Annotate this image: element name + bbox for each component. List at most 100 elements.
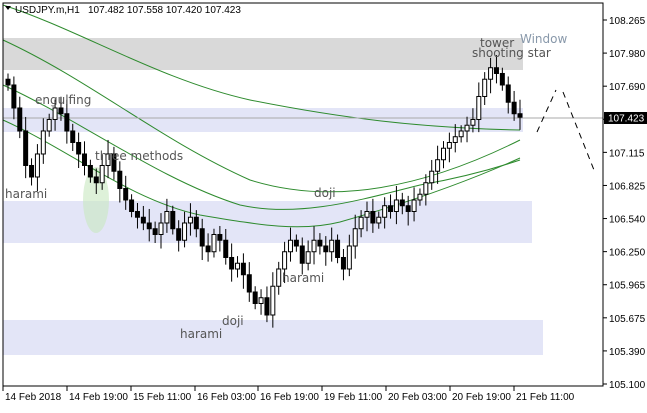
price-tick-label: 106.540 — [609, 215, 646, 226]
candle-body — [446, 141, 452, 149]
candle-body — [376, 216, 382, 224]
candle-body — [76, 141, 82, 155]
candle-body — [240, 262, 246, 276]
candle-body — [158, 222, 164, 235]
candle-body — [5, 78, 11, 86]
time-tick-label: 15 Feb 11:00 — [133, 392, 192, 403]
candle-body — [511, 101, 517, 115]
candle-body — [235, 262, 241, 270]
time-tick-label: 14 Feb 19:00 — [69, 392, 128, 403]
candle-body — [176, 228, 182, 241]
price-tick-label: 107.980 — [609, 49, 646, 60]
time-tick-label: 20 Feb 03:00 — [388, 392, 447, 403]
candle-body — [329, 239, 335, 253]
candle-body — [34, 153, 40, 178]
candle-body — [205, 245, 211, 253]
candle-body — [276, 268, 282, 287]
candle-body — [99, 164, 105, 184]
candle-body — [335, 239, 341, 258]
candle-body — [264, 297, 270, 316]
projection-lines — [536, 89, 595, 171]
candle-body — [58, 107, 64, 115]
candle-body — [29, 164, 35, 178]
candle-body — [299, 245, 305, 264]
candle-body — [405, 205, 411, 212]
candle-body — [123, 187, 129, 201]
candle-body — [417, 193, 423, 201]
candle-body — [146, 222, 152, 230]
annotation-doji-mid: doji — [314, 186, 336, 200]
candle-body — [452, 136, 458, 143]
candle-body — [23, 130, 29, 166]
candle-body — [134, 210, 140, 218]
annotation-tower: tower — [480, 36, 514, 50]
candle-body — [282, 251, 288, 270]
candle-body — [117, 170, 123, 189]
time-tick-label: 16 Feb 19:00 — [260, 392, 319, 403]
annotation-harami-bottom: harami — [180, 327, 222, 341]
candle-body — [423, 182, 429, 195]
candle-body — [11, 84, 17, 109]
candle-body — [129, 199, 135, 212]
candle-body — [382, 205, 388, 218]
candle-body — [476, 95, 482, 120]
zone-blue-1 — [3, 108, 523, 132]
price-tick-label: 107.690 — [609, 82, 646, 93]
candle-body — [429, 170, 435, 184]
annotation-three-methods: three methods — [95, 149, 183, 163]
candle-body — [258, 297, 264, 304]
candle-body — [223, 239, 229, 258]
candle-body — [152, 228, 158, 235]
candle-body — [340, 256, 346, 270]
time-axis: 14 Feb 2018 14 Feb 19:00 15 Feb 11:00 16 Fe… — [2, 386, 575, 403]
candle-body — [352, 228, 358, 247]
time-tick-label: 21 Feb 11:00 — [516, 392, 575, 403]
candle-body — [311, 239, 317, 253]
candle-body — [17, 107, 23, 132]
candle-body — [393, 199, 399, 212]
candle-body — [346, 245, 352, 270]
candle-body — [246, 274, 252, 293]
candle-body — [458, 130, 464, 138]
candle-body — [187, 216, 193, 224]
candle-body — [229, 256, 235, 270]
candle-body — [182, 222, 188, 241]
candle-body — [440, 147, 446, 161]
candle-body — [270, 285, 276, 316]
candle-body — [287, 239, 293, 253]
dropdown-arrow-icon[interactable] — [5, 6, 11, 10]
time-tick-label: 14 Feb 2018 — [5, 392, 62, 403]
candle-body — [70, 130, 76, 143]
candle-body — [505, 84, 511, 103]
price-tick-label: 108.265 — [609, 16, 646, 27]
candle-body — [170, 210, 176, 230]
ma-fast — [2, 84, 521, 210]
candle-body — [317, 239, 323, 247]
candle-body — [293, 239, 299, 247]
symbol-label: USDJPY.m,H1 — [15, 5, 80, 16]
candle-body — [199, 228, 205, 247]
candle-body — [364, 210, 370, 218]
price-tick-label: 105.965 — [609, 281, 646, 292]
annotation-window: Window — [520, 32, 568, 46]
candle-body — [482, 78, 488, 97]
candle-body — [323, 245, 329, 253]
annotation-engulfing: engulfing — [35, 93, 91, 107]
current-price-label: 107.423 — [608, 114, 645, 125]
time-tick-label: 16 Feb 03:00 — [197, 392, 256, 403]
candle-body — [252, 291, 258, 304]
candle-body — [488, 67, 494, 80]
projection-up — [536, 89, 557, 133]
annotation-shooting-star: shooting star — [472, 46, 551, 60]
price-tick-label: 105.390 — [609, 347, 646, 358]
candle-body — [470, 118, 476, 126]
price-tick-label: 106.250 — [609, 248, 646, 259]
candle-body — [111, 153, 117, 172]
candle-body — [399, 199, 405, 207]
candle-body — [64, 113, 70, 132]
candle-body — [305, 251, 311, 264]
candle-body — [464, 124, 470, 132]
resistance-zone-gray — [3, 38, 523, 70]
